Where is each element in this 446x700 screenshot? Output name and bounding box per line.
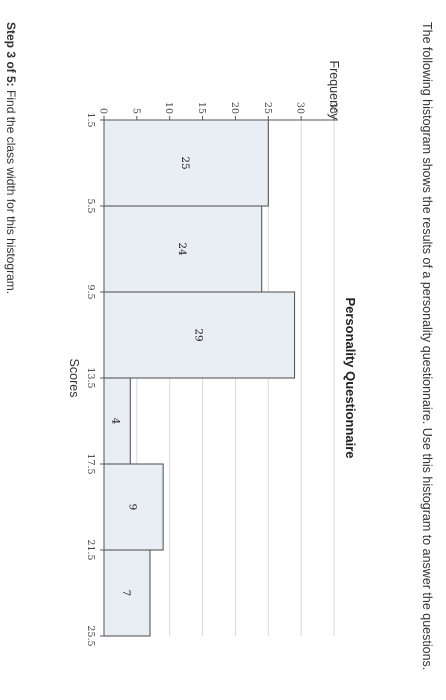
x-axis-title: Scores (67, 359, 81, 398)
y-tick-label-30: 30 (295, 102, 306, 114)
bar-value-label: 29 (192, 328, 204, 341)
y-tick-label-25: 25 (262, 102, 273, 114)
y-tick-label-5: 5 (130, 108, 141, 114)
y-axis-title: Frequency (327, 60, 341, 120)
axes (100, 116, 338, 637)
y-tick-labels: 0 5 10 15 20 25 30 35 (98, 102, 339, 114)
y-tick-label-15: 15 (196, 102, 207, 114)
bar-value-label: 9 (127, 504, 139, 511)
bars (103, 119, 296, 637)
x-tick-label: 9.5 (85, 284, 96, 299)
x-tick-label: 25.5 (85, 625, 96, 646)
y-tick-label-20: 20 (229, 102, 240, 114)
y-tick-label-0: 0 (98, 108, 109, 114)
bar-value-label: 25 (179, 156, 191, 169)
y-tick-label-10: 10 (163, 102, 174, 114)
x-tick-label: 13.5 (85, 367, 96, 388)
x-tick-label: 21.5 (85, 539, 96, 560)
bar-value-label: 7 (120, 590, 132, 597)
x-tick-label: 17.5 (85, 453, 96, 474)
x-tick-label: 1.5 (85, 112, 96, 127)
y-tick-label-35: 35 (328, 102, 339, 114)
bar-value-label: 24 (176, 242, 188, 256)
x-tick-label: 5.5 (85, 198, 96, 213)
chart-title: Personality Questionnaire (343, 297, 358, 458)
x-tick-labels: 1.5 5.5 9.5 13.5 17.5 21.5 25.5 (85, 112, 96, 646)
step-instruction: Step 3 of 5: Find the class width for th… (4, 22, 18, 294)
bar-value-label: 4 (109, 418, 121, 425)
step-text: Find the class width for this histogram. (4, 86, 18, 295)
bar-value-labels: 25 24 29 4 9 7 (109, 156, 204, 596)
step-label: Step 3 of 5: (4, 22, 18, 87)
